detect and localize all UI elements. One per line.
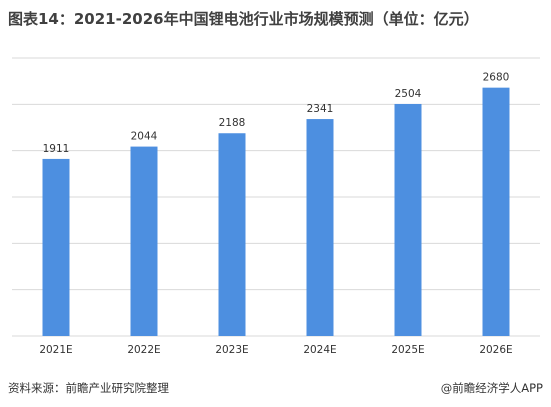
bar-value-label: 2341	[307, 103, 334, 115]
bar	[306, 119, 334, 336]
source-note: 资料来源：前瞻产业研究院整理	[8, 381, 169, 395]
brand-credit: @前瞻经济学人APP	[440, 381, 543, 395]
gridlines	[12, 57, 540, 337]
bar-value-label: 2680	[483, 72, 510, 84]
bar-value-label: 2504	[395, 88, 422, 100]
chart-area: 1911 2044 2188 2341 2504 2680 2021E 2022E 2023E…	[0, 40, 551, 370]
x-tick-label: 2023E	[215, 344, 248, 356]
bars	[42, 87, 510, 336]
x-tick-label: 2021E	[39, 344, 72, 356]
bar	[482, 87, 510, 336]
page-title: 图表14：2021-2026年中国锂电池行业市场规模预测（单位：亿元）	[8, 10, 479, 28]
x-tick-label: 2024E	[303, 344, 336, 356]
bar-chart: 1911 2044 2188 2341 2504 2680 2021E 2022E 2023E…	[12, 57, 540, 356]
x-axis-ticks: 2021E 2022E 2023E 2024E 2025E 2026E	[39, 344, 512, 356]
bar-value-label: 2044	[131, 131, 158, 143]
x-tick-label: 2022E	[127, 344, 160, 356]
bar	[218, 133, 246, 336]
bar	[42, 158, 70, 336]
x-tick-label: 2025E	[391, 344, 424, 356]
bar-value-labels: 1911 2044 2188 2341 2504 2680	[43, 72, 510, 155]
bar	[130, 146, 158, 336]
bar-value-label: 1911	[43, 143, 70, 155]
bar-value-label: 2188	[219, 117, 246, 129]
x-tick-label: 2026E	[479, 344, 512, 356]
bar	[394, 103, 422, 336]
